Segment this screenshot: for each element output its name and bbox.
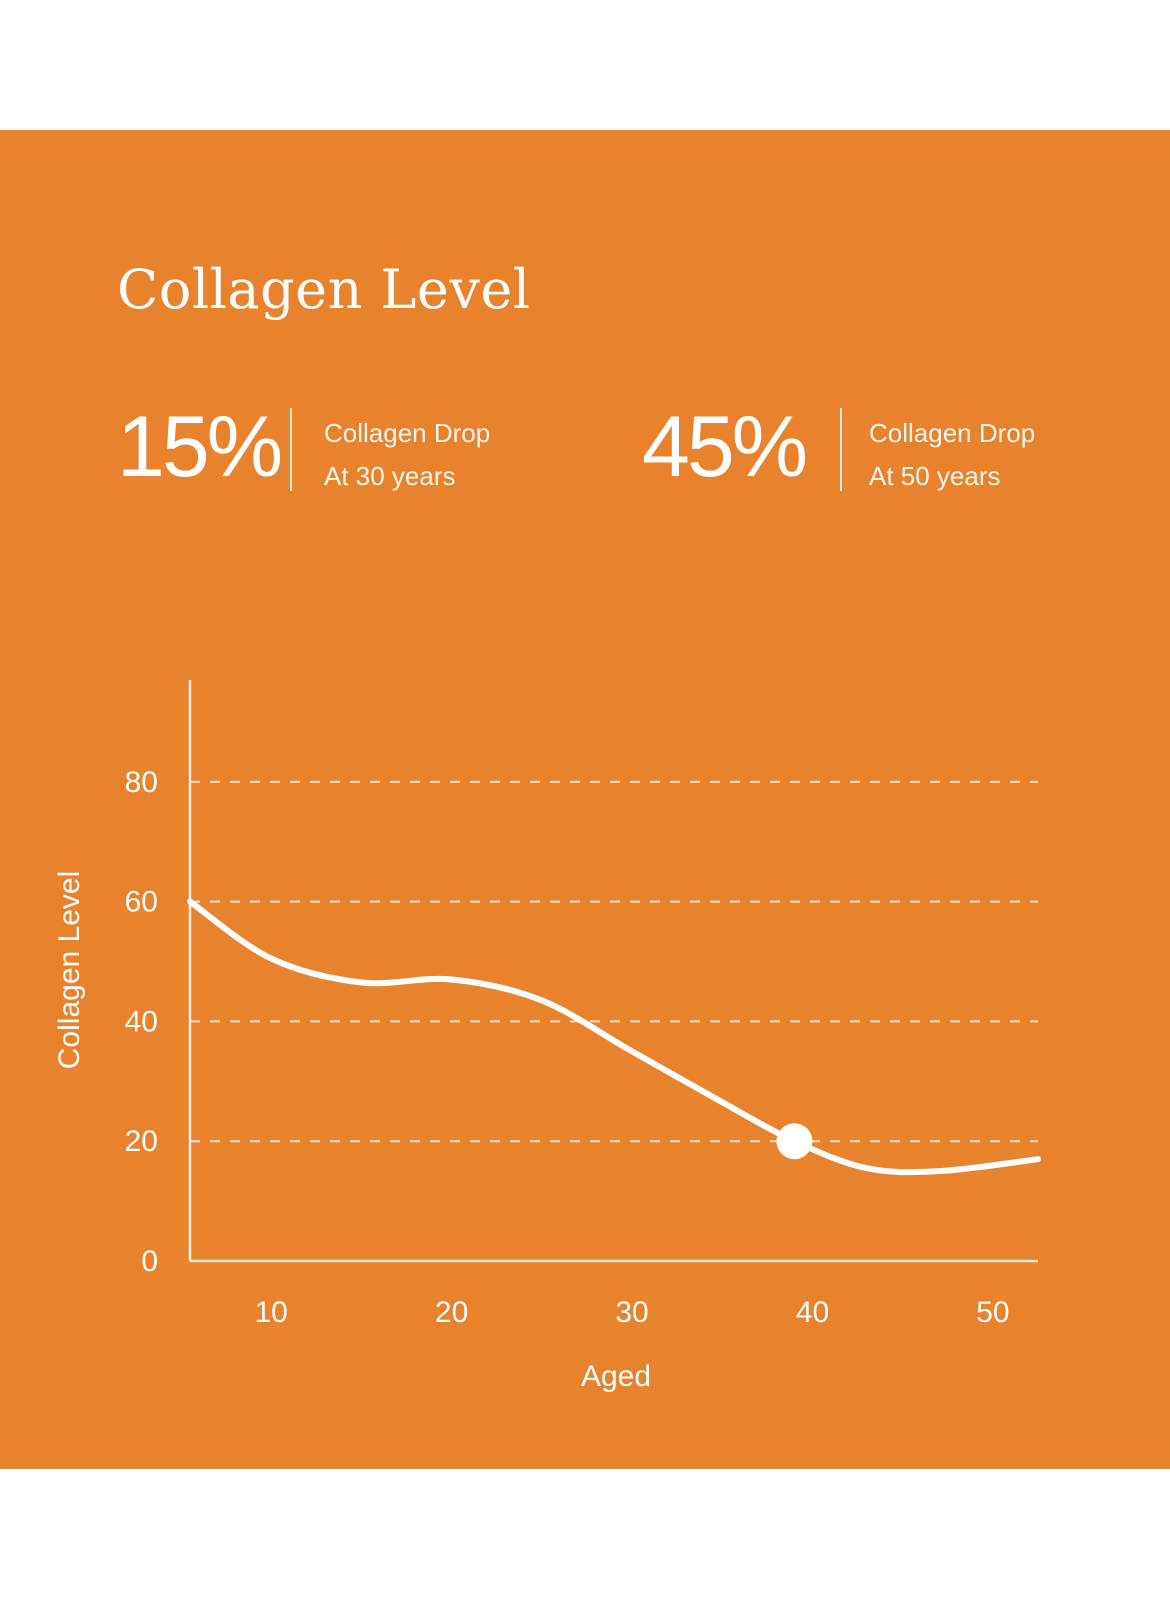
x-tick-label: 50 — [976, 1296, 1009, 1329]
stat-label-line2: At 30 years — [324, 461, 456, 491]
page-title: Collagen Level — [117, 258, 531, 321]
series-line — [187, 898, 1041, 1176]
stat-divider — [840, 408, 842, 491]
y-tick-label: 40 — [125, 1005, 158, 1038]
x-tick-label: 40 — [796, 1296, 829, 1329]
stat-label: Collagen Drop At 30 years — [324, 412, 490, 498]
y-tick-label: 0 — [141, 1245, 158, 1278]
highlight-point — [776, 1123, 813, 1160]
y-tick-label: 80 — [125, 766, 158, 799]
y-tick-label: 20 — [125, 1125, 158, 1158]
stat-value: 15% — [117, 399, 283, 495]
x-axis-label: Aged — [581, 1360, 651, 1393]
y-tick-label: 60 — [125, 886, 158, 919]
stat-label-line1: Collagen Drop — [324, 418, 491, 448]
x-tick-label: 20 — [435, 1296, 468, 1329]
stat-label-line1: Collagen Drop — [869, 418, 1036, 448]
x-tick-label: 30 — [615, 1296, 648, 1329]
x-tick-label: 10 — [255, 1296, 288, 1329]
stat-divider — [290, 408, 292, 491]
stat-value: 45% — [642, 399, 808, 495]
chart-panel — [0, 130, 1170, 1469]
stat-label-line2: At 50 years — [869, 461, 1001, 491]
y-axis-label: Collagen Level — [53, 871, 86, 1069]
stat-label: Collagen Drop At 50 years — [869, 412, 1035, 498]
